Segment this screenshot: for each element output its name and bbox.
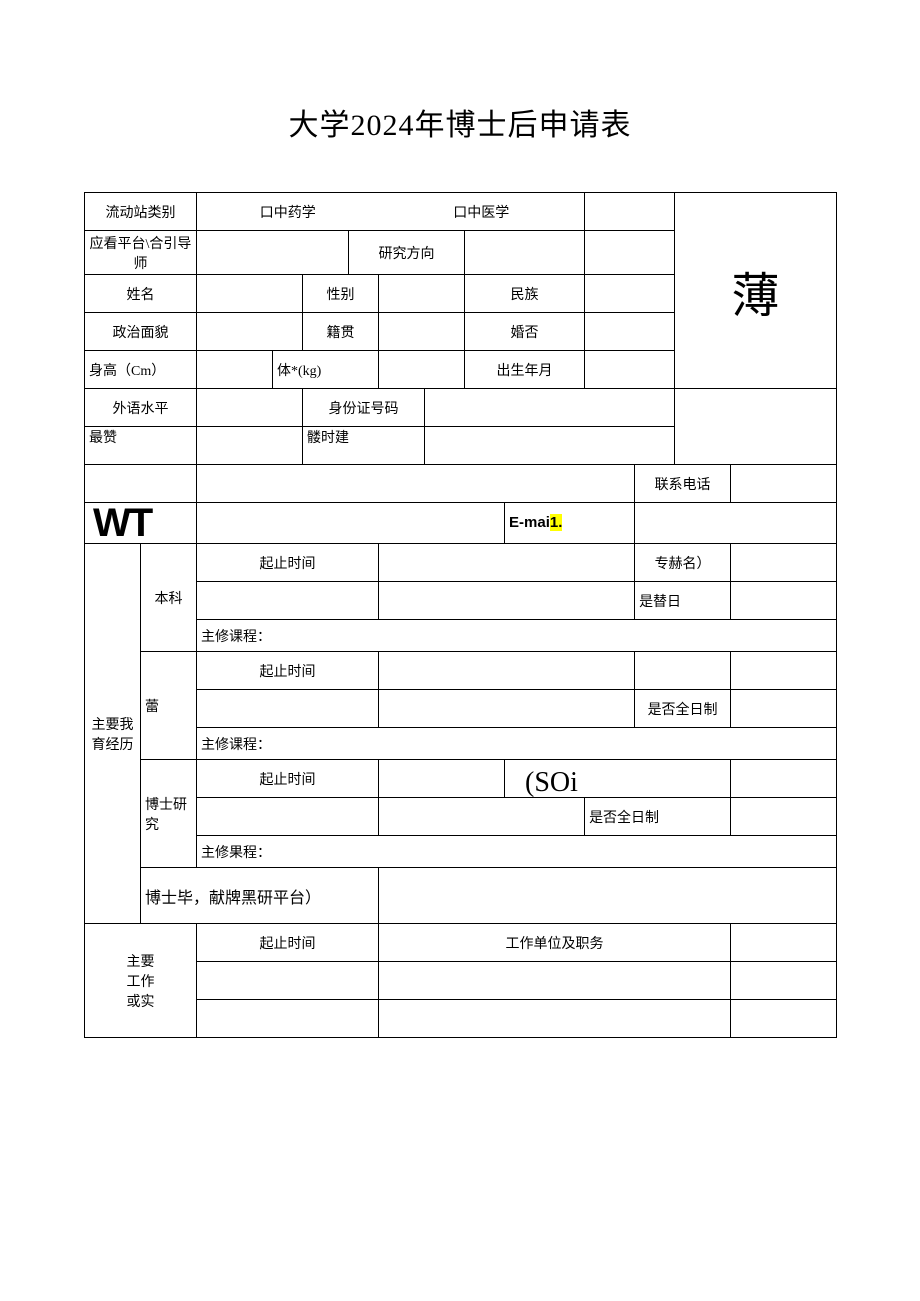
label-weight: 体*(kg)	[273, 351, 379, 389]
label-work-history: 主要 工作 或实	[85, 924, 197, 1038]
val-lei-fulltime[interactable]	[731, 690, 837, 728]
label-loushijian: 髅时建	[303, 427, 425, 465]
val-name[interactable]	[197, 275, 303, 313]
val-work-r1[interactable]	[731, 924, 837, 962]
val-work-time3[interactable]	[197, 1000, 379, 1038]
label-edu-history: 主要我育经历	[85, 544, 141, 924]
val-zuizan[interactable]	[197, 427, 303, 465]
val-work-r2[interactable]	[731, 962, 837, 1000]
label-phd-grad: 博士毕，献牌黑研平台）	[141, 868, 379, 924]
val-marital[interactable]	[585, 313, 675, 351]
val-work-unit2[interactable]	[379, 962, 731, 1000]
label-birth: 出生年月	[465, 351, 585, 389]
val-work-time2[interactable]	[197, 962, 379, 1000]
page-title: 大学2024年博士后申请表	[84, 100, 836, 144]
label-native: 籍贯	[303, 313, 379, 351]
cell-empty	[585, 193, 675, 231]
label-foreign-lang: 外语水平	[85, 389, 197, 427]
val-loushijian[interactable]	[425, 427, 675, 465]
cell-empty	[675, 389, 837, 465]
label-bk-time: 起止时间	[197, 544, 379, 582]
val-gender[interactable]	[379, 275, 465, 313]
val-bk-school2[interactable]	[379, 582, 635, 620]
val-lei-time[interactable]	[379, 652, 635, 690]
label-marital: 婚否	[465, 313, 585, 351]
val-lei-school2[interactable]	[379, 690, 635, 728]
cell-empty	[585, 231, 675, 275]
val-lei-school[interactable]	[197, 690, 379, 728]
val-email[interactable]	[635, 503, 837, 544]
val-ethnic[interactable]	[585, 275, 675, 313]
val-phd-school2[interactable]	[379, 798, 585, 836]
label-wt: WT	[85, 503, 197, 544]
val-height[interactable]	[197, 351, 273, 389]
val-lei-major[interactable]	[635, 652, 731, 690]
val-phd-grad[interactable]	[379, 868, 837, 924]
val-id-number[interactable]	[425, 389, 675, 427]
val-phone[interactable]	[731, 465, 837, 503]
label-id-number: 身份证号码	[303, 389, 425, 427]
val-foreign-lang[interactable]	[197, 389, 303, 427]
val-phd-major[interactable]	[731, 760, 837, 798]
label-zuizan: 最赞	[85, 427, 197, 465]
val-native[interactable]	[379, 313, 465, 351]
opt-zhongyaoxue: 口中药学	[197, 193, 379, 231]
val-work-r3[interactable]	[731, 1000, 837, 1038]
label-platform-advisor: 应看平台\合引导师	[85, 231, 197, 275]
label-phd-time: 起止时间	[197, 760, 379, 798]
cell-empty	[197, 465, 635, 503]
opt-zhongyixue: 口中医学	[379, 193, 585, 231]
val-wt[interactable]	[197, 503, 505, 544]
label-station-type: 流动站类别	[85, 193, 197, 231]
label-bk-fulltime: 是替日	[635, 582, 731, 620]
label-phd-fulltime: 是否全日制	[585, 798, 731, 836]
val-birth[interactable]	[585, 351, 675, 389]
label-lei: 蕾	[141, 652, 197, 760]
val-political[interactable]	[197, 313, 303, 351]
label-research-dir: 研究方向	[349, 231, 465, 275]
label-political: 政治面貌	[85, 313, 197, 351]
label-phd-course: 主修果程：	[197, 836, 837, 868]
val-bk-time[interactable]	[379, 544, 635, 582]
val-lei-major2[interactable]	[731, 652, 837, 690]
application-form: 流动站类别 口中药学 口中医学 薄 应看平台\合引导师 研究方向 姓名 性别 民…	[84, 192, 837, 1038]
photo-placeholder: 薄	[675, 193, 837, 389]
label-lei-fulltime: 是否全日制	[635, 690, 731, 728]
label-ethnic: 民族	[465, 275, 585, 313]
label-work-unit: 工作单位及职务	[379, 924, 731, 962]
label-work-time: 起止时间	[197, 924, 379, 962]
val-phd-fulltime[interactable]	[731, 798, 837, 836]
label-gender: 性别	[303, 275, 379, 313]
val-work-unit3[interactable]	[379, 1000, 731, 1038]
label-bk: 本科	[141, 544, 197, 652]
val-platform[interactable]	[197, 231, 349, 275]
label-soi: (SOi	[505, 760, 731, 798]
label-height: 身高（Cm）	[85, 351, 197, 389]
val-weight[interactable]	[379, 351, 465, 389]
label-bk-course: 主修课程：	[197, 620, 837, 652]
label-email: E-mai1.	[505, 503, 635, 544]
cell-empty	[85, 465, 197, 503]
val-phd-time[interactable]	[379, 760, 505, 798]
label-lei-course: 主修课程：	[197, 728, 837, 760]
label-name: 姓名	[85, 275, 197, 313]
val-bk-school[interactable]	[197, 582, 379, 620]
label-phd: 博士研究	[141, 760, 197, 868]
val-phd-school[interactable]	[197, 798, 379, 836]
label-bk-major: 专赫名）	[635, 544, 731, 582]
label-lei-time: 起止时间	[197, 652, 379, 690]
val-bk-fulltime[interactable]	[731, 582, 837, 620]
label-phone: 联系电话	[635, 465, 731, 503]
val-research-dir[interactable]	[465, 231, 585, 275]
val-bk-major[interactable]	[731, 544, 837, 582]
